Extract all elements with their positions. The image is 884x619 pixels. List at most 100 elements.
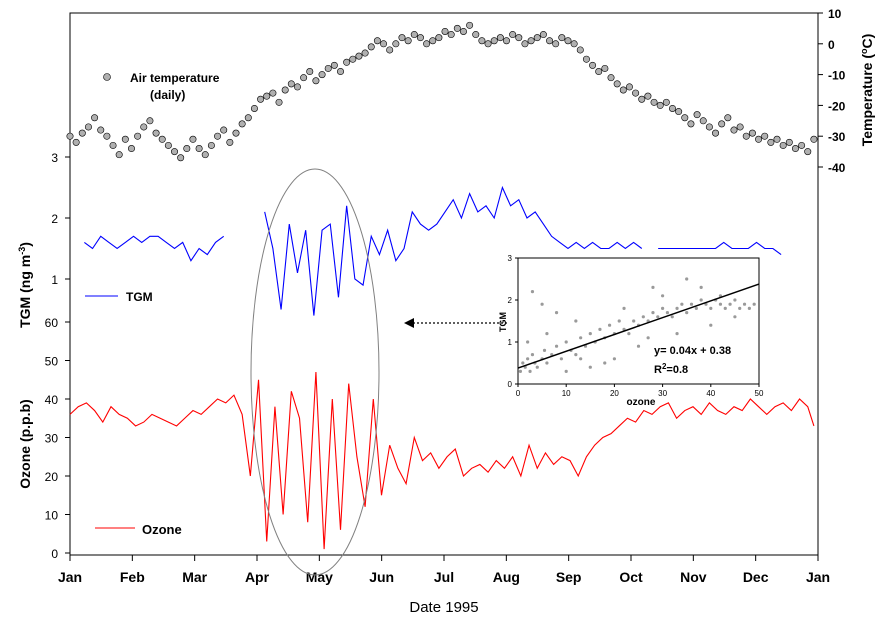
- inset-x-tick-label: 0: [516, 389, 521, 398]
- temp-point: [718, 120, 726, 128]
- temp-point: [804, 148, 812, 156]
- inset-point: [651, 311, 655, 315]
- temp-point: [164, 141, 172, 149]
- inset-point: [742, 302, 747, 306]
- tgm-panel: 3 2 1: [51, 151, 782, 316]
- inset-point: [675, 332, 679, 336]
- temp-point: [367, 43, 375, 51]
- temp-point: [293, 83, 301, 91]
- temp-point: [730, 126, 738, 134]
- inset-point: [709, 323, 713, 327]
- inset-point: [542, 348, 547, 352]
- inset-y-tick-label: 1: [508, 338, 513, 347]
- temp-point: [386, 46, 394, 54]
- ozone-tick-label: 20: [45, 470, 59, 484]
- temp-point: [183, 145, 191, 153]
- inset-point: [603, 361, 607, 365]
- inset-point: [747, 306, 751, 310]
- temp-point: [810, 135, 818, 143]
- x-tick-label: Nov: [680, 569, 707, 585]
- x-tick-label: Dec: [743, 569, 769, 585]
- temp-point: [312, 77, 320, 85]
- tgm-series-line: [658, 241, 782, 256]
- temp-point: [349, 55, 357, 63]
- inset-y-tick-label: 3: [508, 254, 513, 263]
- temp-point: [601, 64, 609, 72]
- tgm-tick-label: 2: [51, 212, 58, 226]
- x-tick-label: Jan: [806, 569, 830, 585]
- temp-point: [625, 83, 633, 91]
- inset-point: [636, 344, 641, 348]
- temp-point: [207, 141, 215, 149]
- temp-point: [724, 114, 732, 122]
- temp-tick-label: 0: [828, 38, 835, 52]
- temp-point: [798, 141, 806, 149]
- temp-point: [773, 135, 781, 143]
- temp-point: [398, 34, 406, 42]
- temp-point: [392, 40, 400, 48]
- temp-point: [570, 40, 578, 48]
- temp-point: [343, 58, 351, 66]
- temp-point: [226, 138, 234, 146]
- temp-point: [103, 132, 111, 140]
- temp-tick-label: -40: [828, 161, 846, 175]
- inset-point: [661, 306, 665, 310]
- inset-point: [588, 332, 592, 336]
- temp-point: [263, 92, 271, 100]
- inset-x-tick-label: 50: [755, 389, 764, 398]
- inset-r2: R2=0.8: [654, 362, 688, 376]
- inset-point: [689, 302, 694, 306]
- temp-point: [589, 61, 597, 69]
- temp-point: [214, 132, 222, 140]
- temp-point: [306, 68, 314, 76]
- temp-point: [337, 68, 345, 76]
- inset-y-title: TGM: [498, 312, 508, 332]
- inset-point: [665, 311, 670, 315]
- temp-point: [244, 114, 252, 122]
- x-tick-label: Oct: [619, 569, 643, 585]
- temp-point: [441, 27, 449, 35]
- temp-point: [515, 34, 523, 42]
- temp-point: [318, 71, 326, 79]
- temp-point: [681, 114, 689, 122]
- x-tick-label: May: [306, 569, 333, 585]
- inset-point: [564, 340, 568, 344]
- x-tick-label: Mar: [182, 569, 207, 585]
- inset-x-tick-label: 30: [658, 389, 667, 398]
- temp-point: [380, 40, 388, 48]
- temp-point: [459, 27, 467, 35]
- inset-point: [685, 277, 689, 281]
- temp-point: [404, 37, 412, 45]
- temp-point: [146, 117, 154, 125]
- temp-point: [687, 120, 695, 128]
- inset-x-tick-label: 10: [562, 389, 571, 398]
- inset-point: [545, 361, 549, 365]
- tgm-legend-label: TGM: [126, 290, 153, 304]
- temp-point: [546, 37, 554, 45]
- temp-axis-title: Temperature (oC): [859, 34, 875, 147]
- ozone-tick-label: 40: [45, 393, 59, 407]
- temp-point: [78, 129, 86, 137]
- temp-point: [472, 31, 480, 39]
- temp-point: [539, 31, 547, 39]
- temp-point: [66, 132, 74, 140]
- temp-point: [300, 74, 308, 82]
- temp-point: [195, 145, 203, 153]
- temp-tick-label: 10: [828, 7, 842, 21]
- temp-point: [140, 123, 148, 131]
- temp-point: [232, 129, 240, 137]
- temp-point: [171, 148, 179, 156]
- temp-point: [668, 104, 676, 112]
- temp-point: [201, 151, 209, 159]
- x-tick-label: Apr: [245, 569, 270, 585]
- inset-point: [579, 336, 583, 340]
- inset-point: [574, 353, 578, 357]
- tgm-axis-title: TGM (ng m-3): [17, 242, 33, 328]
- inset-point: [723, 306, 727, 310]
- temp-point: [699, 117, 707, 125]
- inset-point: [627, 332, 631, 336]
- tgm-tick-label: 1: [51, 273, 58, 287]
- dotted-arrow: [404, 318, 507, 328]
- temp-point: [791, 145, 799, 153]
